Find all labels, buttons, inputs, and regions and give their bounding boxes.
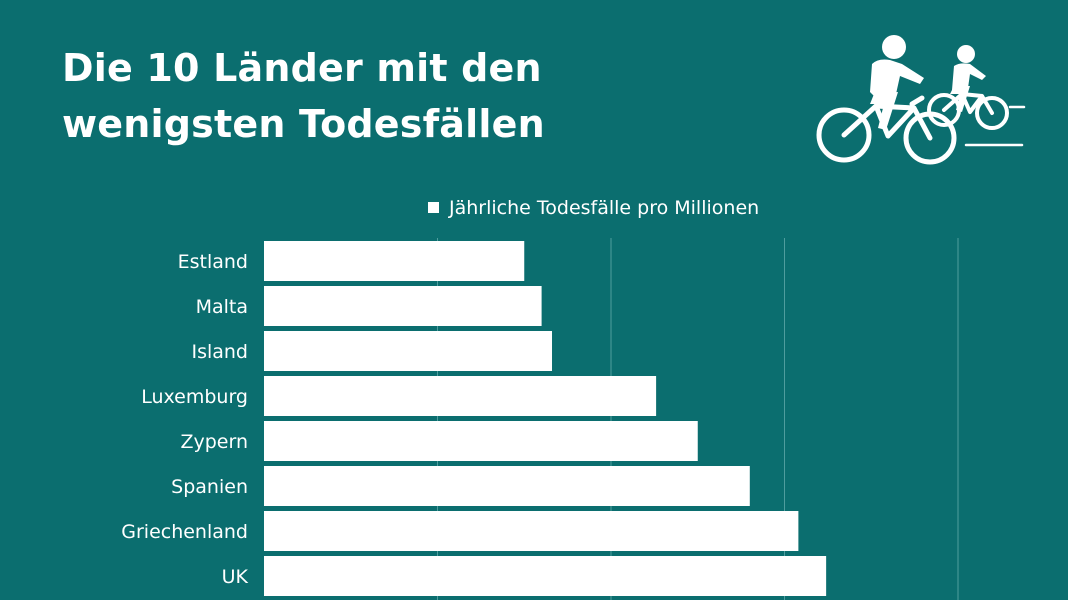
bar xyxy=(264,286,542,326)
title-line-1: Die 10 Länder mit den xyxy=(62,46,542,90)
category-label: Estland xyxy=(178,251,248,273)
category-label: Griechenland xyxy=(121,521,248,543)
bar xyxy=(264,466,750,506)
tandem-cyclists-icon xyxy=(816,35,1026,165)
page-title: Die 10 Länder mit den wenigsten Todesfäl… xyxy=(62,40,545,152)
bar xyxy=(264,376,657,416)
bar xyxy=(264,331,553,371)
legend-swatch xyxy=(428,202,439,213)
category-label: Malta xyxy=(196,296,248,318)
category-label: UK xyxy=(222,566,249,588)
bar xyxy=(264,421,698,461)
category-label: Zypern xyxy=(180,431,248,453)
legend-label: Jährliche Todesfälle pro Millionen xyxy=(448,197,759,219)
category-label: Luxemburg xyxy=(141,386,248,408)
title-line-2: wenigsten Todesfällen xyxy=(62,102,545,146)
bar xyxy=(264,511,799,551)
bar xyxy=(264,241,525,281)
category-label: Spanien xyxy=(171,476,248,498)
bar xyxy=(264,556,827,596)
category-label: Island xyxy=(191,341,248,363)
